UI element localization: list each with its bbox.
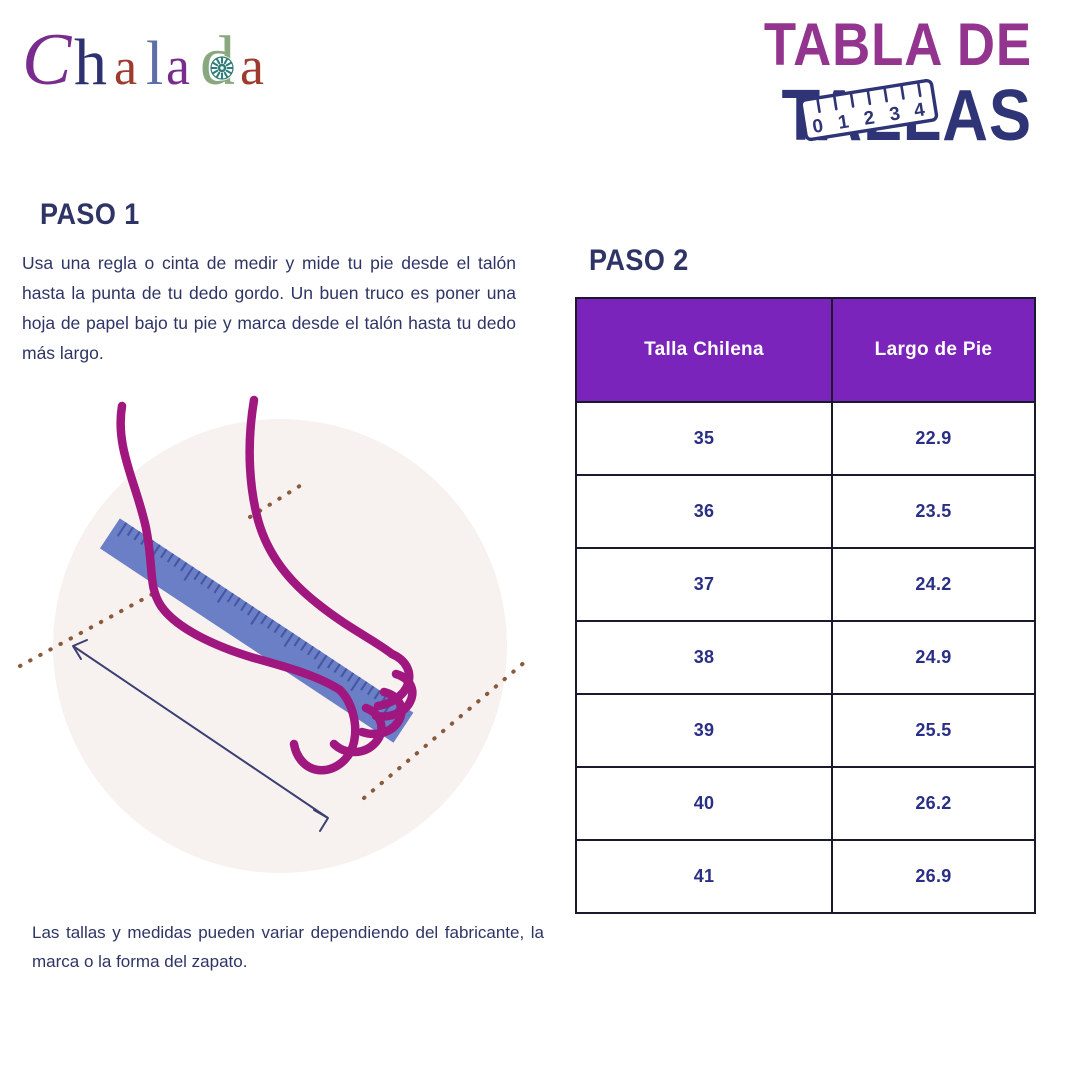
cell-largo: 24.2 — [831, 547, 1036, 622]
cell-largo: 23.5 — [831, 474, 1036, 549]
logo-letter-h: h — [74, 26, 107, 99]
cell-largo: 22.9 — [831, 401, 1036, 476]
measurement-arrow-icon — [72, 639, 329, 832]
column-header-talla-chilena: Talla Chilena — [575, 297, 833, 403]
size-chart-table: Talla Chilena Largo de Pie 35 22.9 36 23… — [575, 297, 1036, 914]
ruler-badge-svg: 0 1 2 3 4 — [799, 78, 939, 142]
page-title: TABLA DE TALLAS 0 1 2 3 — [712, 14, 1032, 194]
table-row: 40 26.2 — [575, 766, 1036, 841]
logo-letter-c: C — [22, 22, 73, 100]
cell-talla: 40 — [575, 766, 833, 841]
flower-medallion-icon — [209, 55, 235, 81]
ruler-number-1: 1 — [837, 111, 851, 133]
cell-largo: 26.9 — [831, 839, 1036, 914]
logo-letter-l: l — [146, 30, 163, 98]
ruler-number-3: 3 — [888, 103, 902, 125]
cell-largo: 24.9 — [831, 620, 1036, 695]
logo-letter-a3: a — [240, 36, 264, 96]
step1-body-text: Usa una regla o cinta de medir y mide tu… — [22, 253, 516, 363]
cell-talla: 39 — [575, 693, 833, 768]
table-row: 39 25.5 — [575, 693, 1036, 768]
table-row: 36 23.5 — [575, 474, 1036, 549]
cell-largo: 25.5 — [831, 693, 1036, 768]
foot-illustration-svg — [18, 395, 528, 873]
cell-talla: 37 — [575, 547, 833, 622]
title-line-tabla-de: TABLA DE — [763, 11, 1032, 78]
cell-talla: 35 — [575, 401, 833, 476]
disclaimer-text: Las tallas y medidas pueden variar depen… — [32, 923, 544, 971]
ruler-number-2: 2 — [862, 107, 876, 129]
foot-outline-icon — [116, 395, 417, 775]
ruler-number-0: 0 — [811, 116, 825, 138]
ruler-number-4: 4 — [913, 99, 927, 121]
table-row: 41 26.9 — [575, 839, 1036, 914]
logo-letter-a1: a — [114, 39, 137, 96]
foot-measurement-illustration — [18, 378, 542, 902]
cell-talla: 38 — [575, 620, 833, 695]
logo-letter-a2: a — [166, 36, 190, 96]
step1-heading: PASO 1 — [40, 198, 140, 231]
ruler-icon: 0 1 2 3 4 — [796, 70, 942, 153]
table-header-row: Talla Chilena Largo de Pie — [575, 297, 1036, 403]
heel-guide-line-icon — [18, 588, 162, 668]
table-row: 38 24.9 — [575, 620, 1036, 695]
cell-talla: 41 — [575, 839, 833, 914]
cell-talla: 36 — [575, 474, 833, 549]
brand-logo: C h a l a d — [22, 22, 282, 100]
step2-heading: PASO 2 — [589, 244, 689, 277]
brand-logo-svg: C h a l a d — [22, 22, 264, 100]
table-row: 37 24.2 — [575, 547, 1036, 622]
toe-guide-line-icon — [362, 659, 528, 800]
table-body: 35 22.9 36 23.5 37 24.2 38 24.9 39 25.5 … — [575, 401, 1036, 914]
column-header-largo-de-pie: Largo de Pie — [831, 297, 1036, 403]
cell-largo: 26.2 — [831, 766, 1036, 841]
table-row: 35 22.9 — [575, 401, 1036, 476]
